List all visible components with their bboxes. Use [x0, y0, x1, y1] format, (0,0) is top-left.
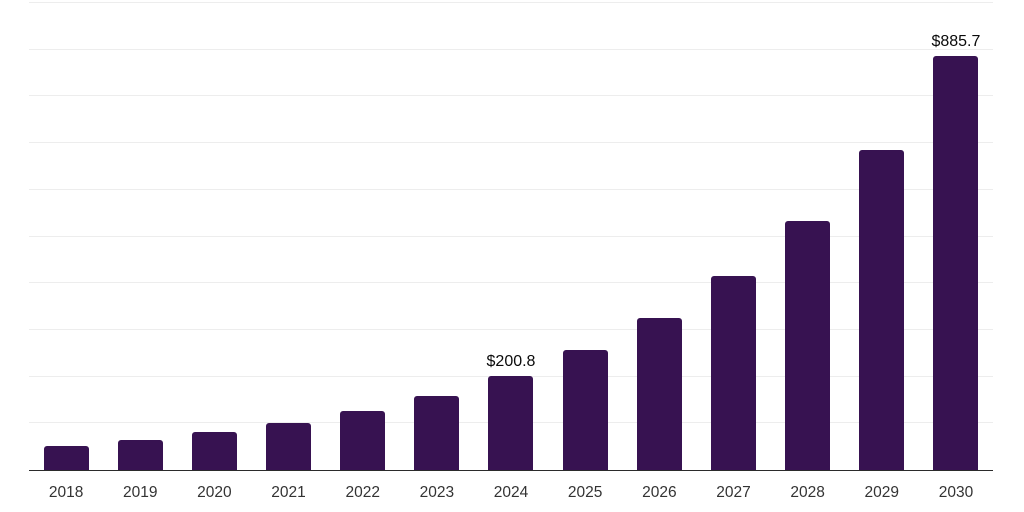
- bar-value-label: $885.7: [931, 33, 981, 51]
- x-tick-label-2025: 2025: [567, 484, 603, 501]
- bar-2018: [43, 445, 89, 470]
- bar-2022: [340, 410, 386, 470]
- x-tick-label-2029: 2029: [864, 484, 900, 501]
- gridline: [29, 188, 993, 190]
- bar-slot-2020: [177, 3, 251, 470]
- bar-2021: [266, 422, 312, 470]
- bar-slot-2025: [548, 3, 622, 470]
- bar-2028: [785, 221, 831, 470]
- bar-slot-2018: [29, 3, 103, 470]
- x-tick-label-2028: 2028: [790, 484, 825, 501]
- x-tick-label-2030: 2030: [938, 484, 974, 501]
- plot-area: $200.8 $885.7: [29, 2, 993, 471]
- bar-2029: [859, 149, 905, 470]
- bar-slot-2023: [400, 3, 474, 470]
- bar-2030: [933, 56, 979, 470]
- bar-slot-2028: [771, 3, 845, 470]
- bar-slot-2022: [326, 3, 400, 470]
- bar-slot-2024: $200.8: [474, 3, 548, 470]
- gridline: [29, 48, 993, 50]
- bar-2026: [636, 318, 682, 470]
- x-tick-label-2020: 2020: [197, 484, 232, 501]
- x-tick-label-2027: 2027: [716, 484, 751, 501]
- x-tick-label-2019: 2019: [122, 484, 158, 501]
- bar-slot-2027: [696, 3, 770, 470]
- gridline: [29, 95, 993, 97]
- gridline: [29, 375, 993, 377]
- bar-slot-2019: [103, 3, 177, 470]
- gridline: [29, 328, 993, 330]
- bar-2024: [488, 376, 534, 470]
- x-tick-label-2023: 2023: [419, 484, 455, 501]
- bar-2019: [117, 439, 163, 470]
- x-axis-line: [29, 469, 993, 471]
- x-tick-label-2022: 2022: [345, 484, 380, 501]
- x-tick-label-2021: 2021: [271, 484, 306, 501]
- x-tick-label-2024: 2024: [493, 484, 529, 501]
- bar-slot-2029: [845, 3, 919, 470]
- bar-value-label: $200.8: [486, 353, 536, 371]
- bar-slot-2021: [251, 3, 325, 470]
- bar-slot-2030: $885.7: [919, 3, 993, 470]
- gridline: [29, 282, 993, 284]
- bar-2023: [414, 395, 460, 470]
- bar-2020: [191, 432, 237, 470]
- gridline: [29, 142, 993, 144]
- x-tick-label-2026: 2026: [642, 484, 677, 501]
- x-axis-labels: 2018 2019 2020 2021 2022 2023 2024 2025 2026 2027…: [29, 470, 993, 503]
- x-tick-label-2018: 2018: [48, 484, 84, 501]
- gridline: [29, 2, 993, 3]
- bar-2025: [562, 350, 608, 470]
- bar-2027: [710, 275, 756, 470]
- bar-slot-2026: [622, 3, 696, 470]
- gridline: [29, 235, 993, 237]
